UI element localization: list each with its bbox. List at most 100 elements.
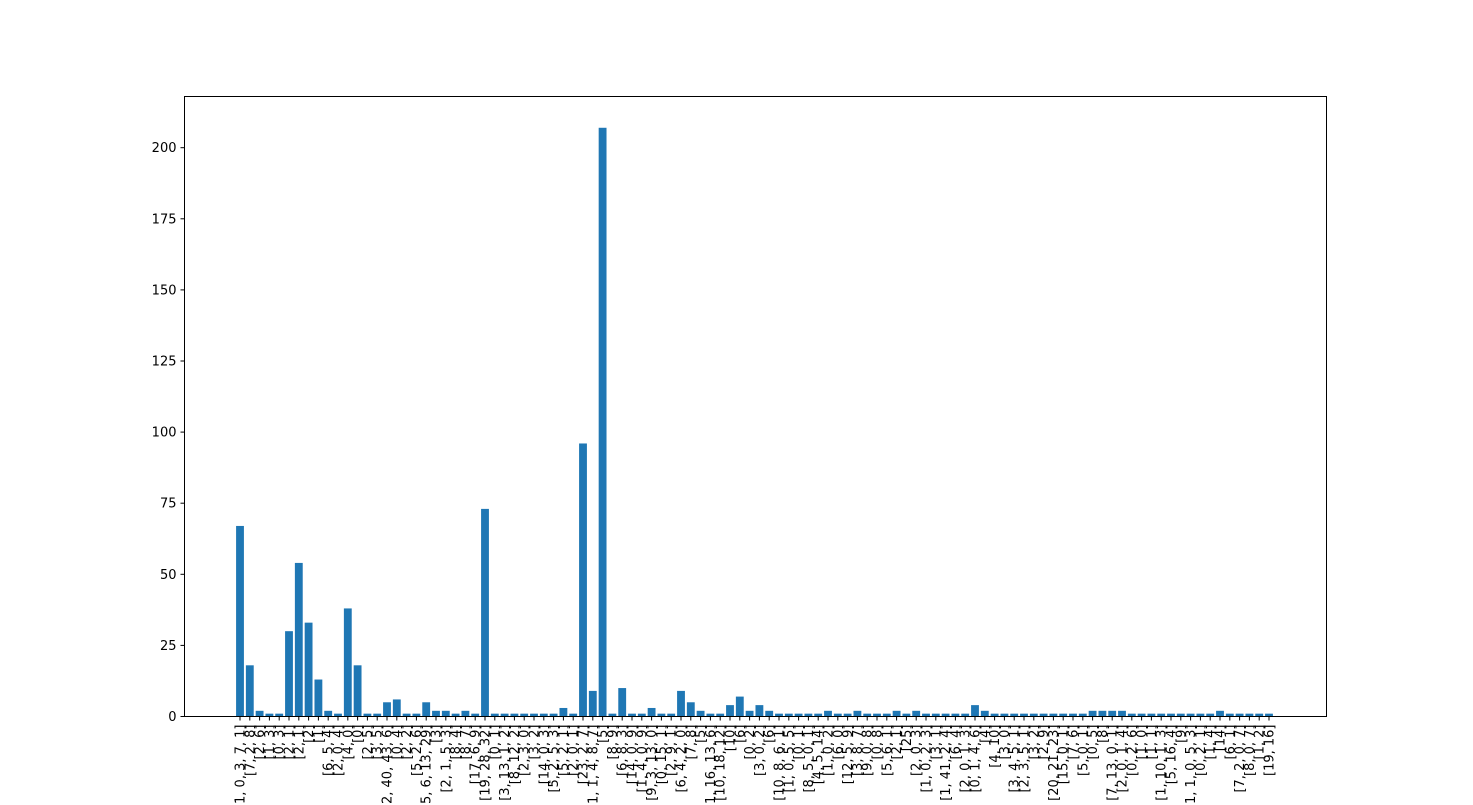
- x-tick-label: [3, 5]: [371, 725, 386, 760]
- x-tick-label: [5, 0, 1]: [1076, 725, 1091, 777]
- bar: [1098, 710, 1107, 717]
- bar: [696, 710, 705, 717]
- bar: [265, 713, 274, 717]
- x-tick-label: [0, 1, 4, 6]: [969, 725, 984, 793]
- bar: [294, 562, 303, 717]
- x-tick-label: [19, 28, 32]: [479, 725, 494, 801]
- x-tick-label: [4, 10]: [988, 725, 1003, 768]
- x-tick-label: [25]: [900, 725, 915, 752]
- x-tick-label: [9]: [1174, 725, 1189, 743]
- bar: [343, 608, 352, 717]
- bar: [931, 713, 940, 717]
- bar: [951, 713, 960, 717]
- bar: [961, 713, 970, 717]
- x-tick-label: [12, 5, 9]: [841, 725, 856, 785]
- bar: [990, 713, 999, 717]
- bars-layer: [236, 127, 1273, 717]
- x-tick-label: [1, 0, 3, 7, 1]: [234, 725, 249, 805]
- bar: [735, 696, 744, 717]
- bar: [1167, 713, 1175, 717]
- x-tick-label: [7, 8]: [684, 725, 699, 760]
- x-tick-label: [0, 4]: [390, 725, 405, 760]
- bar: [549, 713, 558, 717]
- bar: [1255, 713, 1264, 717]
- x-tick-label: [2, 9, 1]: [665, 725, 680, 777]
- x-tick-label: [6, 4]: [949, 725, 964, 760]
- x-tick-label: [6, 1]: [1223, 725, 1238, 760]
- bar: [1078, 713, 1087, 717]
- x-tick-label: [6, 5, 4]: [322, 725, 337, 777]
- x-tick-label: [7, 13, 0, 1]: [1106, 725, 1121, 801]
- bar: [1147, 713, 1156, 717]
- x-tick-label: [0]: [351, 725, 366, 743]
- x-tick-label: [5, 2, 1]: [557, 725, 572, 777]
- x-tick-label: [3, 1]: [929, 725, 944, 760]
- bar: [1039, 713, 1048, 717]
- x-tick-label: [1, 16, 13, 6]: [704, 725, 719, 805]
- bar: [1059, 713, 1068, 717]
- x-tick-label: [14]: [1214, 725, 1229, 752]
- x-tick-label: [8, 12, 2]: [508, 725, 523, 785]
- x-tick-label: [3, 13, 1, 2]: [498, 725, 513, 801]
- y-axis: 0 25 50 75 100 125 150 175 200: [152, 141, 185, 725]
- x-tick-label: [6, 8, 3]: [616, 725, 631, 777]
- bar: [1069, 713, 1077, 717]
- x-tick-label: [7, 2, 0, 7]: [1233, 725, 1248, 793]
- x-tick-label: [4]: [978, 725, 993, 743]
- x-tick-label: [2, 0, 3]: [910, 725, 925, 777]
- x-tick-label: [0, 5]: [1086, 725, 1101, 760]
- x-tick-label: [0, 2]: [743, 725, 758, 760]
- bar: [784, 713, 793, 717]
- bar: [441, 710, 450, 717]
- x-tick-label: [8]: [1096, 725, 1111, 743]
- bar: [618, 688, 627, 717]
- x-tick-label: [2, 1]: [283, 725, 298, 760]
- bar: [539, 713, 548, 717]
- bar: [1010, 713, 1019, 717]
- bar: [608, 713, 617, 717]
- bar: [530, 713, 538, 717]
- bar: [520, 713, 529, 717]
- x-tick-label: [1, 0]: [1135, 725, 1150, 760]
- bar: [1265, 713, 1273, 717]
- x-tick-label: [3, 2]: [528, 725, 543, 760]
- bar: [432, 710, 440, 717]
- x-tick-label: [8, 9]: [606, 725, 621, 760]
- bar: [686, 702, 695, 717]
- bar: [637, 713, 646, 717]
- x-tick-label: [2, 0, 1, 4]: [1116, 725, 1131, 793]
- bar: [255, 710, 264, 717]
- bar: [1157, 713, 1166, 717]
- x-tick-label: [5, 6, 1]: [880, 725, 895, 777]
- x-tick-label: [2]: [302, 725, 317, 743]
- bar: [1088, 710, 1097, 717]
- x-tick-label: [7, 6]: [1067, 725, 1082, 760]
- plot-frame: [184, 96, 1327, 717]
- bar: [833, 713, 842, 717]
- y-tick-label: 100: [152, 426, 177, 441]
- x-tick-label: [1, 0, 5, 5]: [782, 725, 797, 793]
- x-tick-label: [3, 0, 2]: [753, 725, 768, 777]
- bar: [804, 713, 813, 717]
- bar: [304, 622, 313, 717]
- x-tick-label: [0, 3]: [273, 725, 288, 760]
- x-tick-label: [1, 1, 4, 8, 7]: [586, 725, 601, 805]
- bar: [922, 713, 930, 717]
- bar: [971, 705, 979, 717]
- bar: [647, 707, 656, 717]
- bar: [490, 713, 499, 717]
- x-tick-label: [10]: [724, 725, 739, 752]
- x-tick-label: [2, 3, 0]: [518, 725, 533, 777]
- bar: [775, 713, 783, 717]
- bar: [1029, 713, 1038, 717]
- bar: [598, 127, 607, 717]
- bar: [941, 713, 950, 717]
- x-tick-label: [0, 2, 6]: [1125, 725, 1140, 777]
- bar: [726, 705, 734, 717]
- bar: [980, 710, 989, 717]
- bar: [559, 707, 568, 717]
- x-tick-label: [3, 0]: [998, 725, 1013, 760]
- bar: [1108, 710, 1117, 717]
